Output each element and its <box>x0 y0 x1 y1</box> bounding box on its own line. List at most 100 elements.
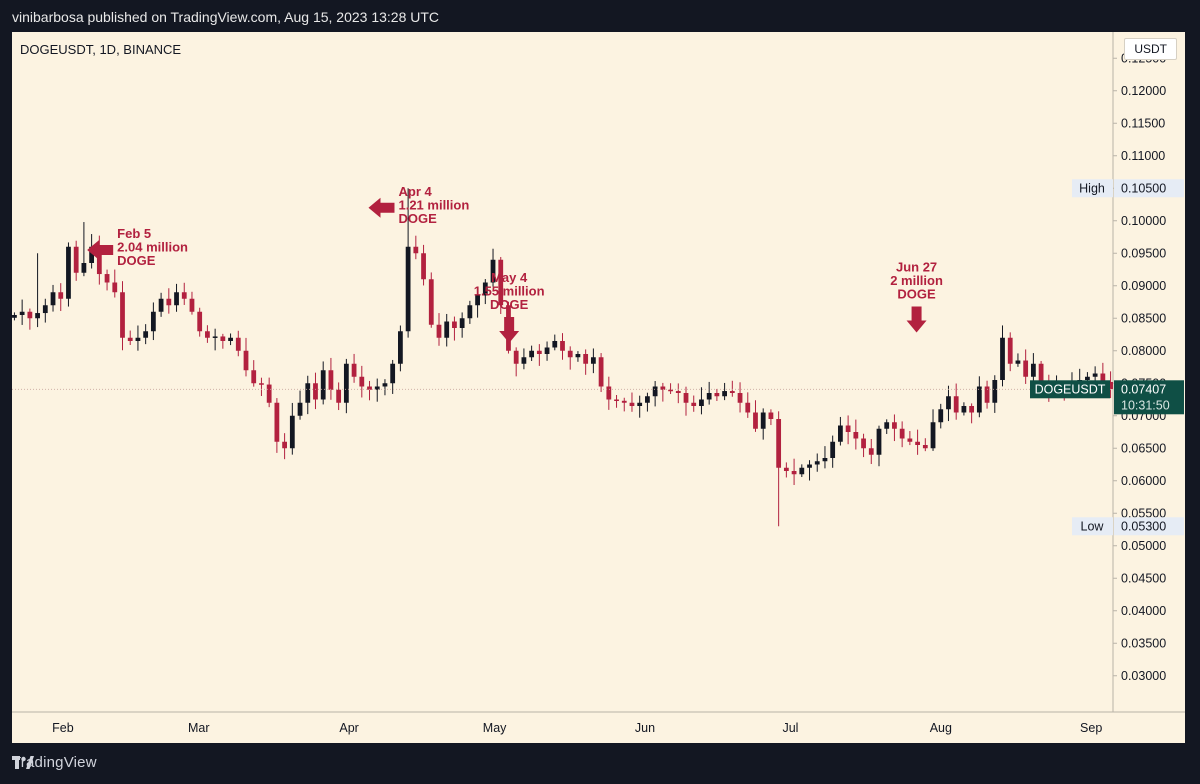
candle <box>1015 360 1021 364</box>
candle <box>89 246 95 263</box>
candle <box>976 386 982 413</box>
candle <box>150 311 156 332</box>
candle <box>58 292 64 299</box>
candle <box>907 438 913 442</box>
x-tick-label: Sep <box>1080 721 1102 735</box>
candle <box>405 246 411 332</box>
candle <box>475 295 480 306</box>
candle <box>598 357 604 387</box>
candle <box>343 363 349 403</box>
y-tick-label: 0.04500 <box>1121 571 1166 585</box>
candle <box>845 425 851 432</box>
candle <box>1092 373 1098 377</box>
candle <box>529 350 535 358</box>
x-tick-label: Jul <box>782 721 798 735</box>
candle <box>19 311 25 315</box>
y-tick-label: 0.06500 <box>1121 441 1166 455</box>
candle <box>984 386 990 403</box>
candle <box>892 422 897 429</box>
candle <box>1000 337 1005 380</box>
candle <box>459 318 465 328</box>
annotation-label: DOGE <box>117 253 156 268</box>
candle <box>953 396 959 413</box>
candle <box>830 441 836 458</box>
annotation-label: DOGE <box>897 287 936 302</box>
candle <box>590 357 596 364</box>
candle <box>1100 373 1106 382</box>
candle <box>158 298 164 312</box>
y-tick-label: 0.09500 <box>1121 246 1166 260</box>
candle <box>552 341 558 348</box>
candle <box>282 441 287 449</box>
candle <box>961 406 967 413</box>
candle <box>807 464 812 468</box>
candle <box>205 331 210 338</box>
annotation-arrow-icon <box>87 240 114 260</box>
candle <box>259 383 264 385</box>
y-tick-label: 0.10000 <box>1121 214 1166 228</box>
currency-button[interactable]: USDT <box>1124 38 1177 60</box>
x-tick-label: Apr <box>339 721 358 735</box>
candle <box>768 412 774 419</box>
candle <box>838 425 843 442</box>
candle <box>382 383 388 387</box>
high-value-label: 0.10500 <box>1121 181 1166 195</box>
high-value-bg <box>1114 179 1184 198</box>
candle <box>174 292 179 306</box>
high-tag-label: High <box>1079 181 1105 195</box>
candle <box>783 467 789 471</box>
candle <box>320 370 326 400</box>
candle <box>1108 381 1113 390</box>
candle <box>212 336 218 338</box>
candle <box>706 393 712 400</box>
candle <box>606 386 612 400</box>
symbol-tag-label: DOGEUSDT <box>1035 382 1106 396</box>
candle <box>1038 363 1044 384</box>
candle <box>822 458 828 462</box>
candle <box>428 279 434 325</box>
candle <box>127 337 133 341</box>
candle <box>398 331 403 364</box>
candle <box>930 422 936 449</box>
candle <box>112 282 118 293</box>
candle <box>992 380 998 403</box>
price-tag-value: 0.07407 <box>1121 382 1166 396</box>
annotation-label: 1.55 million <box>474 283 545 298</box>
candle <box>544 347 550 354</box>
symbol-label: DOGEUSDT, 1D, BINANCE <box>20 42 182 57</box>
candle <box>683 393 689 403</box>
low-tag-label: Low <box>1081 519 1105 533</box>
y-tick-label: 0.03500 <box>1121 636 1166 650</box>
candle <box>560 341 565 351</box>
candle <box>621 400 627 403</box>
annotation-label: 1.21 million <box>398 197 469 212</box>
y-tick-label: 0.03000 <box>1121 669 1166 683</box>
footer: TradingView <box>12 754 97 771</box>
candle <box>313 383 318 400</box>
y-tick-label: 0.06000 <box>1121 474 1166 488</box>
candle <box>189 298 195 312</box>
annotation-label: Apr 4 <box>398 184 432 199</box>
candle <box>120 292 125 338</box>
y-tick-label: 0.12000 <box>1121 84 1166 98</box>
candle <box>181 292 187 299</box>
low-value-bg <box>1114 517 1184 536</box>
annotation-label: DOGE <box>490 297 529 312</box>
candle <box>197 311 203 332</box>
annotation-arrow-icon <box>368 197 395 218</box>
candle <box>737 393 743 403</box>
candle <box>614 399 619 401</box>
candle <box>1023 360 1029 377</box>
candle <box>861 438 866 449</box>
candle <box>143 331 149 338</box>
candle <box>367 386 372 390</box>
candle <box>722 391 727 397</box>
candle <box>714 393 720 397</box>
candle <box>675 391 681 393</box>
candle <box>436 324 442 338</box>
candle <box>81 263 87 273</box>
candle <box>876 428 882 455</box>
candle <box>745 402 751 413</box>
candlestick-chart[interactable]: 0.125000.120000.115000.110000.105000.100… <box>12 32 1185 743</box>
candle <box>637 402 643 406</box>
